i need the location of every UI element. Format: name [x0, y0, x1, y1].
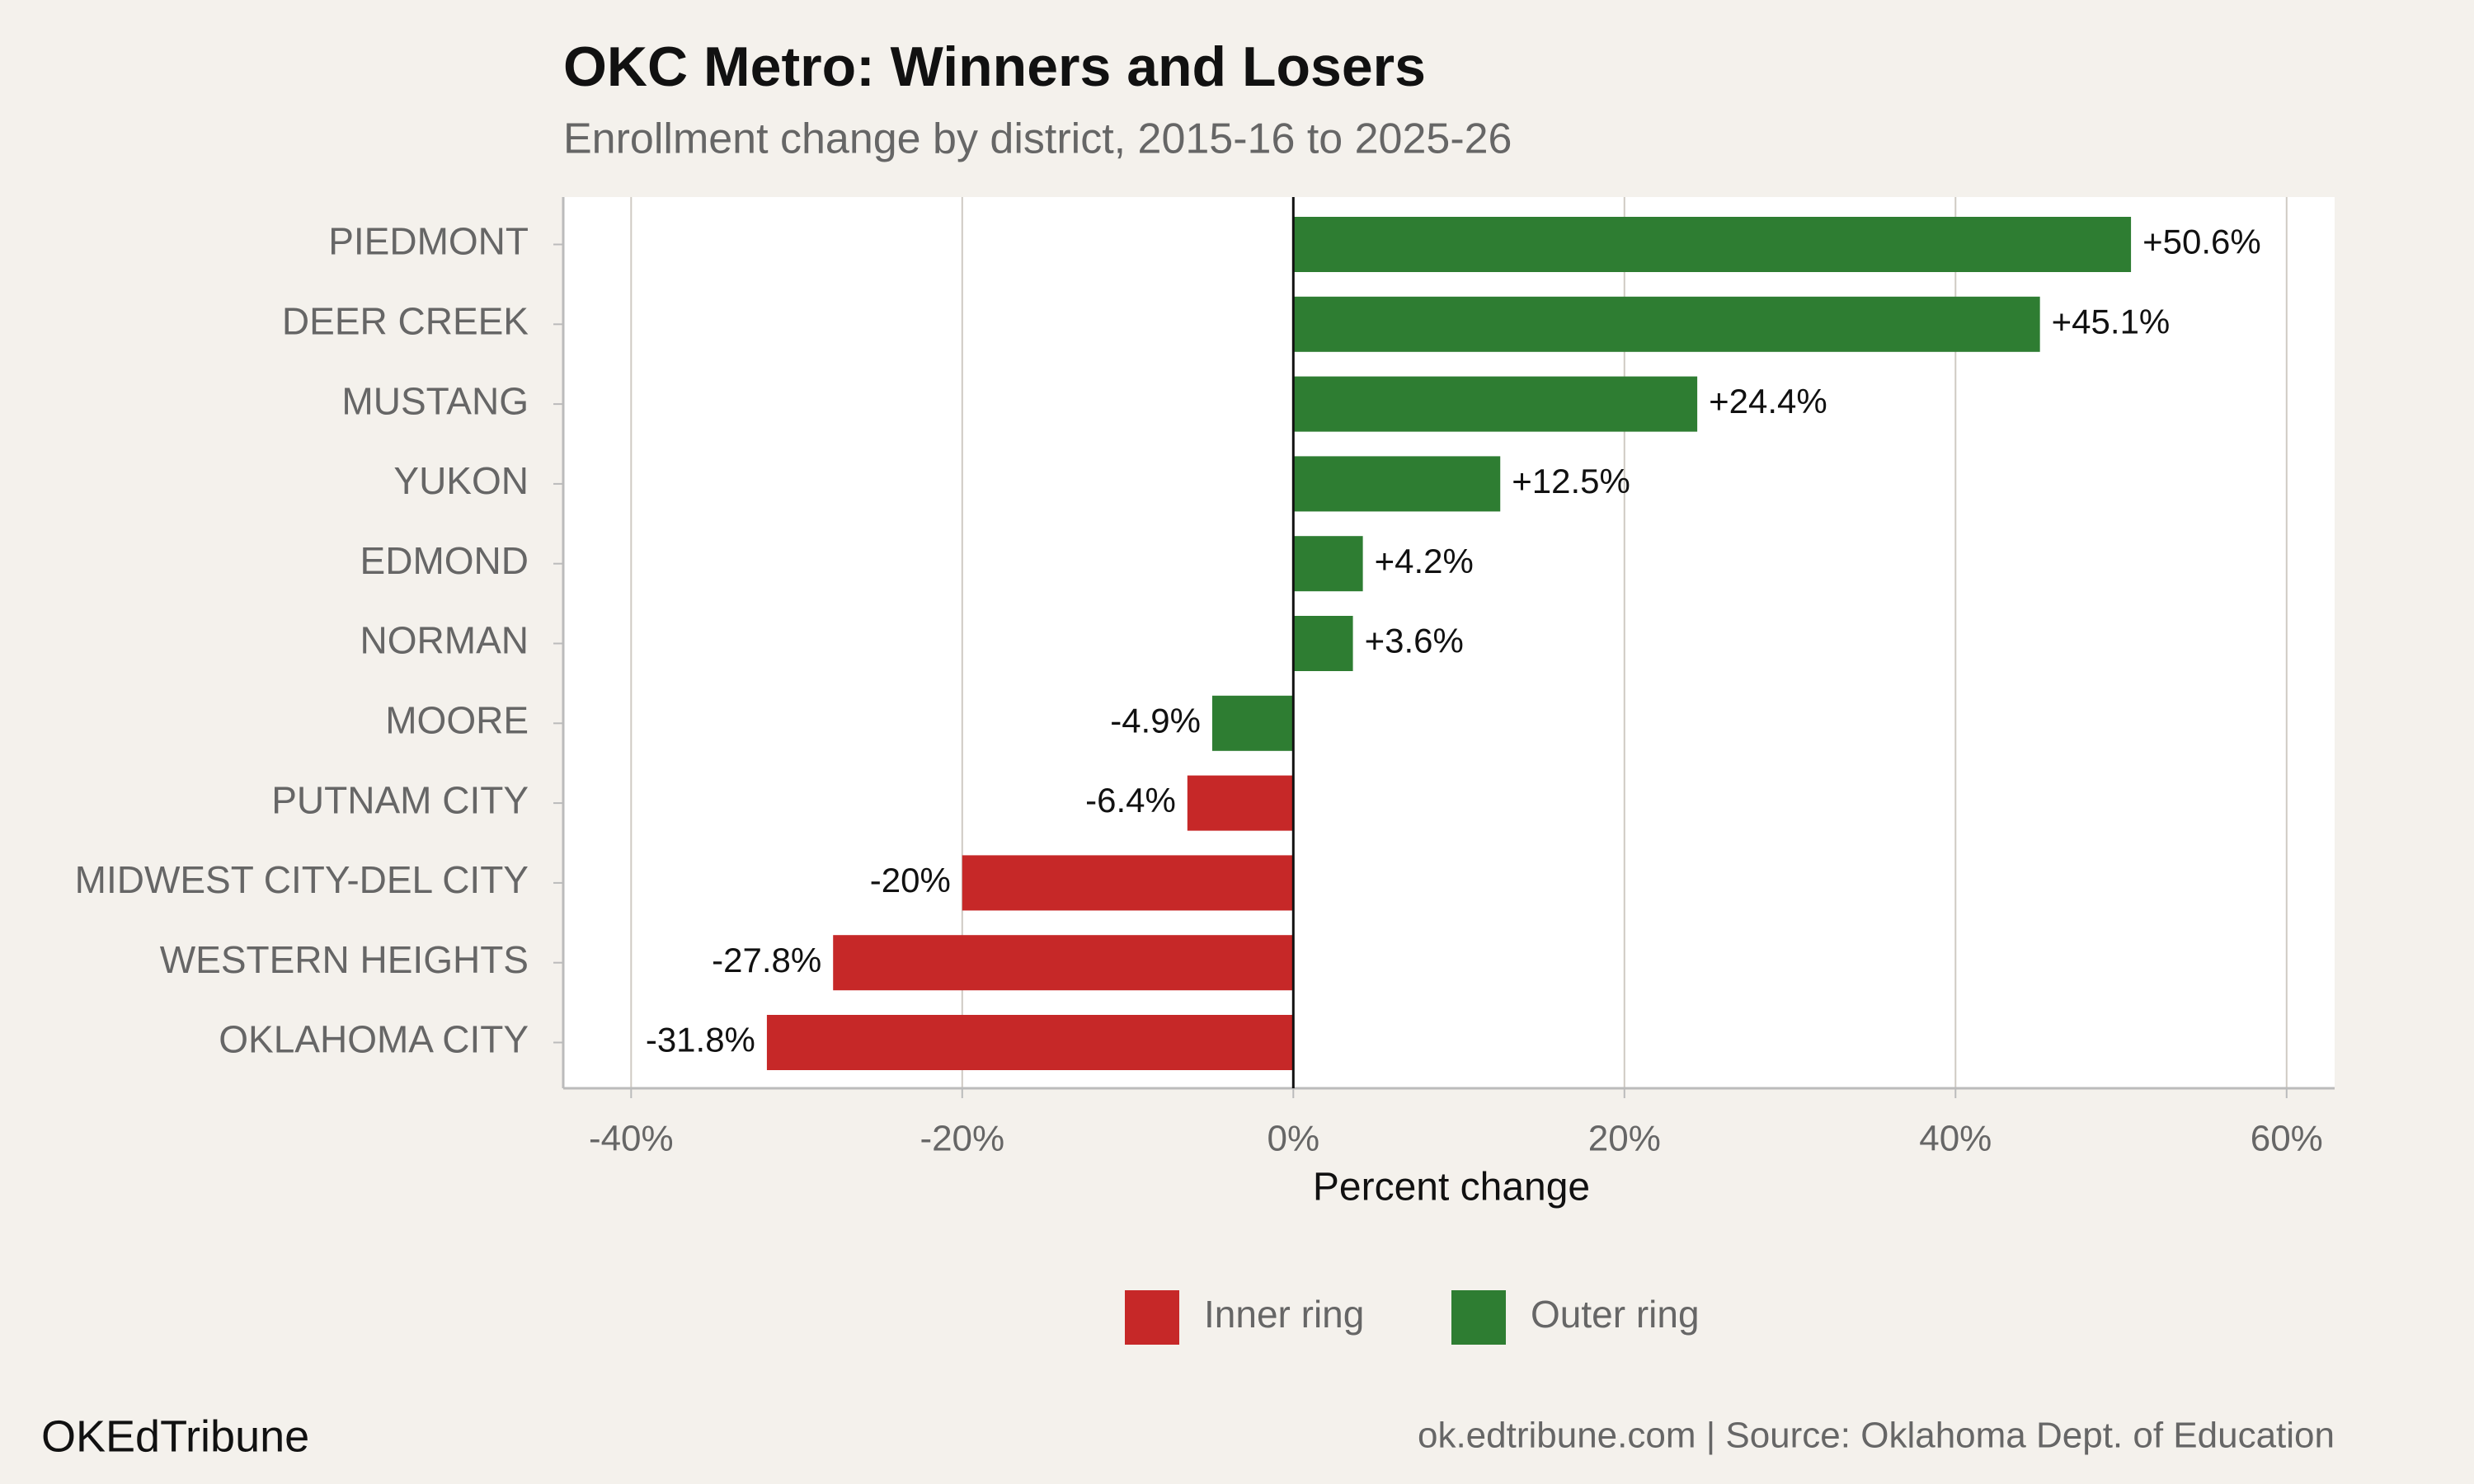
value-label: -4.9% — [1110, 701, 1201, 740]
legend-label: Inner ring — [1204, 1293, 1364, 1336]
value-label: -31.8% — [646, 1021, 755, 1059]
value-label: -27.8% — [712, 941, 821, 979]
value-label: -6.4% — [1085, 781, 1176, 819]
chart-title: OKC Metro: Winners and Losers — [563, 35, 1426, 98]
chart-subtitle: Enrollment change by district, 2015-16 t… — [563, 115, 1512, 163]
value-label: +24.4% — [1709, 382, 1827, 420]
x-tick-label: -20% — [920, 1119, 1004, 1159]
bar — [1293, 296, 2040, 352]
legend-swatch — [1451, 1290, 1506, 1345]
bar — [1211, 695, 1294, 751]
x-tick-label: 20% — [1588, 1119, 1661, 1159]
y-tick-label: MUSTANG — [341, 379, 529, 422]
x-tick-label: 0% — [1268, 1119, 1320, 1159]
bar — [1293, 536, 1363, 592]
y-tick-label: NORMAN — [360, 619, 529, 662]
legend-label: Outer ring — [1531, 1293, 1700, 1336]
bar — [1187, 775, 1294, 831]
bar — [1293, 376, 1698, 432]
x-axis-title: Percent change — [1313, 1166, 1590, 1209]
y-tick-label: EDMOND — [360, 539, 529, 582]
bar — [833, 935, 1294, 991]
y-tick-label: WESTERN HEIGHTS — [160, 938, 529, 981]
legend-swatch — [1125, 1290, 1179, 1345]
bar — [766, 1015, 1294, 1070]
value-label: +45.1% — [2052, 302, 2171, 340]
value-label: +3.6% — [1365, 622, 1464, 660]
y-tick-label: PIEDMONT — [328, 220, 529, 263]
bar — [1293, 456, 1501, 512]
footer-brand: OKEdTribune — [41, 1411, 309, 1461]
y-tick-label: MIDWEST CITY-DEL CITY — [75, 858, 529, 901]
y-tick-label: YUKON — [393, 459, 529, 502]
grid: -40% -20% 0% 20% 40% 60% PIEDMONT DEER CREEK MUS… — [75, 197, 2335, 1159]
value-label: -20% — [870, 861, 951, 899]
value-label: +12.5% — [1512, 462, 1630, 500]
y-tick-label: OKLAHOMA CITY — [219, 1018, 529, 1061]
x-tick-label: 60% — [2251, 1119, 2323, 1159]
y-tick-label: PUTNAM CITY — [271, 778, 529, 821]
value-label: +50.6% — [2142, 223, 2261, 261]
footer-source: ok.edtribune.com | Source: Oklahoma Dept… — [1418, 1416, 2335, 1456]
marks: -6.4% -20% -27.8% -31.8% +50.6% +45.1% +24.4% +… — [646, 197, 2261, 1088]
y-tick-label: MOORE — [385, 698, 529, 741]
bar — [962, 855, 1294, 911]
value-label: +4.2% — [1375, 542, 1474, 580]
y-tick-label: DEER CREEK — [282, 299, 529, 342]
bar — [1293, 217, 2132, 272]
x-tick-label: -40% — [589, 1119, 674, 1159]
bar — [1293, 616, 1353, 671]
x-tick-label: 40% — [1919, 1119, 1992, 1159]
